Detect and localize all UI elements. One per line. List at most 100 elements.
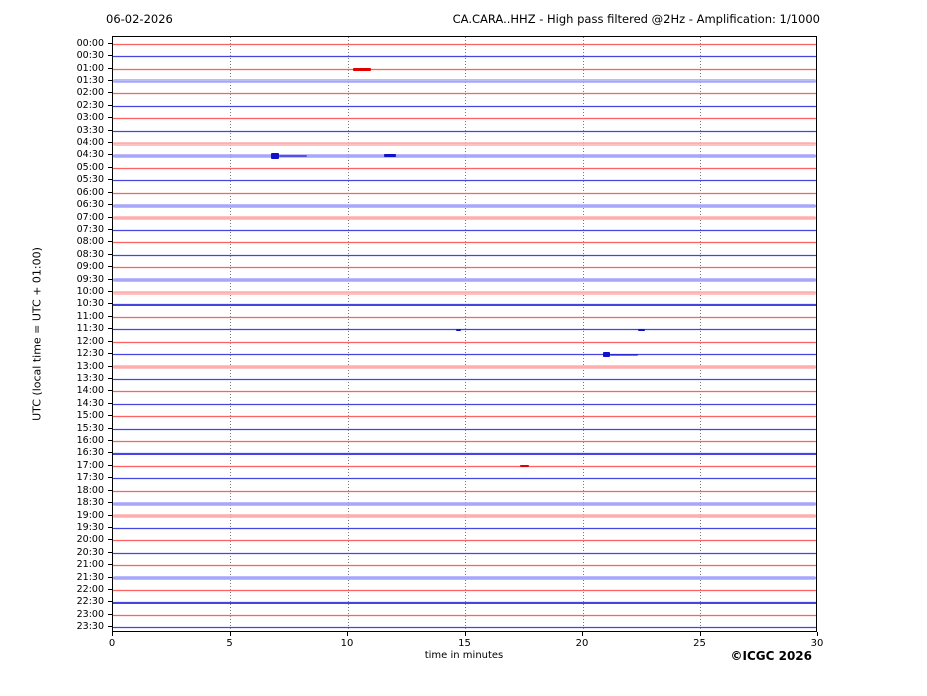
seismic-event bbox=[638, 328, 646, 331]
y-tick bbox=[108, 576, 112, 578]
trace-row-2100 bbox=[113, 563, 816, 568]
trace-row-1800 bbox=[113, 489, 816, 494]
y-tick-label: 07:30 bbox=[76, 223, 104, 235]
gridline-20min bbox=[582, 37, 584, 631]
trace-line bbox=[113, 118, 816, 120]
y-tick-label: 12:30 bbox=[76, 348, 104, 360]
y-tick bbox=[108, 253, 112, 255]
y-tick bbox=[108, 104, 112, 106]
y-tick-label: 11:30 bbox=[76, 323, 104, 335]
trace-line bbox=[113, 229, 816, 232]
trace-row-0000 bbox=[113, 42, 816, 47]
seismic-event bbox=[384, 154, 397, 158]
y-tick-label: 19:30 bbox=[76, 521, 104, 533]
y-tick bbox=[108, 601, 112, 603]
y-tick bbox=[108, 142, 112, 144]
trace-row-0100 bbox=[113, 67, 816, 72]
trace-line bbox=[113, 204, 816, 207]
y-tick bbox=[108, 315, 112, 317]
seismic-event bbox=[519, 465, 529, 468]
y-tick-label: 00:00 bbox=[76, 37, 104, 49]
y-tick bbox=[108, 551, 112, 553]
y-tick-label: 21:30 bbox=[76, 571, 104, 583]
trace-row-0600 bbox=[113, 191, 816, 196]
y-tick-label: 05:00 bbox=[76, 161, 104, 173]
trace-row-0130 bbox=[113, 79, 816, 84]
y-tick bbox=[108, 241, 112, 243]
y-tick bbox=[108, 303, 112, 305]
y-tick bbox=[108, 477, 112, 479]
trace-row-0900 bbox=[113, 265, 816, 270]
y-tick bbox=[108, 92, 112, 94]
y-tick-label: 04:00 bbox=[76, 137, 104, 149]
y-tick-label: 15:00 bbox=[76, 410, 104, 422]
y-tick bbox=[108, 340, 112, 342]
y-tick-label: 04:30 bbox=[76, 149, 104, 161]
x-tick bbox=[582, 632, 583, 636]
trace-row-1330 bbox=[113, 377, 816, 382]
trace-row-1100 bbox=[113, 315, 816, 320]
trace-line bbox=[113, 565, 816, 567]
y-tick bbox=[108, 402, 112, 404]
y-tick bbox=[108, 514, 112, 516]
trace-line bbox=[113, 155, 816, 157]
y-tick bbox=[108, 452, 112, 454]
trace-row-0630 bbox=[113, 203, 816, 208]
y-tick-label: 23:00 bbox=[76, 608, 104, 620]
y-tick-label: 17:30 bbox=[76, 472, 104, 484]
x-tick bbox=[229, 632, 231, 636]
y-tick-label: 03:00 bbox=[76, 112, 104, 124]
y-tick-label: 02:00 bbox=[76, 87, 104, 99]
y-tick bbox=[108, 502, 112, 504]
trace-row-1700 bbox=[113, 464, 816, 469]
y-tick bbox=[108, 79, 112, 81]
y-tick-label: 06:00 bbox=[76, 186, 104, 198]
y-tick-label: 13:30 bbox=[76, 372, 104, 384]
y-tick-label: 01:00 bbox=[76, 62, 104, 74]
y-tick bbox=[108, 427, 112, 429]
y-tick bbox=[108, 440, 112, 442]
trace-line bbox=[113, 354, 816, 356]
y-tick bbox=[108, 166, 112, 168]
seismic-event bbox=[352, 67, 372, 71]
trace-row-1430 bbox=[113, 402, 816, 407]
y-tick bbox=[108, 539, 112, 541]
trace-line bbox=[113, 465, 816, 467]
trace-row-0530 bbox=[113, 178, 816, 183]
trace-row-0400 bbox=[113, 141, 816, 146]
trace-line bbox=[113, 142, 816, 145]
y-tick bbox=[108, 564, 112, 566]
y-tick bbox=[108, 129, 112, 131]
gridline-10min bbox=[347, 37, 349, 631]
y-tick-label: 15:30 bbox=[76, 422, 104, 434]
y-tick-label: 18:00 bbox=[76, 484, 104, 496]
x-tick-label: 15 bbox=[458, 638, 471, 649]
y-tick bbox=[108, 67, 112, 69]
seismic-event-coda bbox=[610, 353, 639, 356]
trace-row-2300 bbox=[113, 613, 816, 618]
y-tick-label: 09:00 bbox=[76, 261, 104, 273]
trace-row-1530 bbox=[113, 427, 816, 432]
y-tick-label: 01:30 bbox=[76, 74, 104, 86]
y-tick-label: 23:30 bbox=[76, 621, 104, 633]
trace-row-2330 bbox=[113, 625, 816, 630]
helicorder-plot-area bbox=[112, 36, 817, 632]
x-tick bbox=[347, 632, 348, 636]
y-tick bbox=[108, 589, 112, 591]
trace-line bbox=[113, 478, 816, 480]
trace-row-1600 bbox=[113, 439, 816, 444]
trace-line bbox=[113, 540, 816, 542]
trace-row-1730 bbox=[113, 476, 816, 481]
y-tick bbox=[108, 464, 112, 466]
trace-row-1000 bbox=[113, 290, 816, 295]
y-tick-label: 10:30 bbox=[76, 298, 104, 310]
trace-row-0030 bbox=[113, 54, 816, 59]
y-tick bbox=[108, 117, 112, 119]
copyright-label: ©ICGC 2026 bbox=[730, 649, 812, 663]
trace-row-1200 bbox=[113, 340, 816, 345]
trace-line bbox=[113, 502, 816, 505]
y-tick-label: 11:00 bbox=[76, 310, 104, 322]
trace-line bbox=[113, 590, 816, 592]
trace-row-1230 bbox=[113, 352, 816, 358]
trace-row-0430 bbox=[113, 152, 816, 159]
